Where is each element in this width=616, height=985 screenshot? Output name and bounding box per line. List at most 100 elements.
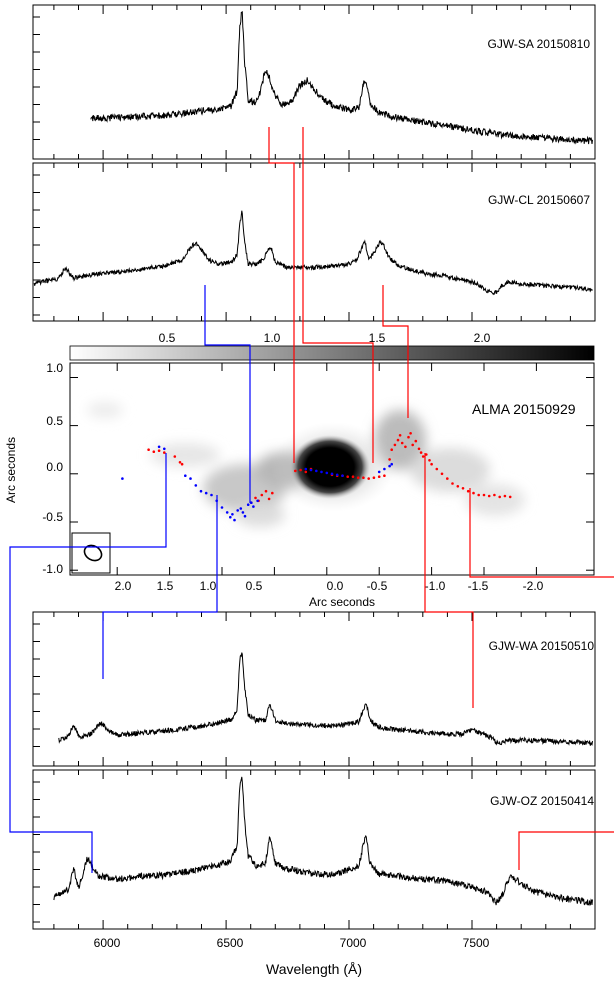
red-maser-point [498, 495, 502, 499]
bright-core [290, 435, 370, 499]
red-maser-point [157, 449, 161, 453]
wavelength-tick-label: 7000 [340, 936, 367, 950]
red-maser-point [400, 441, 404, 445]
connector-lines [9, 127, 614, 873]
red-maser-point [152, 450, 156, 454]
red-maser-point [430, 462, 433, 466]
image-y-tick-label: 1.0 [46, 361, 63, 375]
red-maser-point [503, 494, 507, 498]
image-y-tick-label: -1.0 [42, 562, 63, 576]
panel-frame [32, 769, 596, 930]
red-maser-point [477, 493, 481, 497]
blue-maser-point [335, 473, 339, 477]
red-maser-point [362, 476, 365, 480]
red-maser-point [377, 475, 381, 479]
colorbar-tick-label: 1.0 [264, 331, 281, 345]
panel-ticks [33, 163, 571, 321]
red-maser-point [409, 432, 412, 435]
red-maser-point [435, 467, 439, 471]
image-y-axis-label: Arc seconds [4, 437, 18, 503]
red-maser-point [417, 447, 421, 451]
spectrum-line [33, 210, 593, 296]
red-maser-point [393, 443, 397, 447]
red-maser-point [260, 493, 264, 497]
spectrum-line [90, 11, 593, 145]
image-y-tick-label: 0.5 [46, 414, 63, 428]
red-maser-point [508, 495, 512, 499]
connector-red [518, 831, 614, 870]
red-maser-point [440, 472, 444, 476]
blue-maser-point [256, 499, 259, 503]
image-label: ALMA 20150929 [472, 401, 576, 417]
emission-blob [465, 484, 525, 516]
spectrum-line [53, 776, 593, 907]
red-maser-point [446, 477, 449, 480]
beam-box [71, 532, 111, 574]
blue-maser-point [233, 518, 236, 522]
blue-maser-point [225, 511, 229, 514]
wavelength-axis: 6000 6500 7000 7500 Wavelength (Å) [94, 936, 490, 977]
blue-maser-point [304, 467, 308, 471]
image-x-tick-label: 0.0 [327, 579, 344, 593]
blue-maser-point [189, 477, 192, 480]
wavelength-tick-label: 6500 [217, 936, 244, 950]
colorbar: 0.5 1.0 1.5 2.0 [69, 331, 595, 361]
red-maser-point [419, 451, 423, 454]
spectrum-panel-oz: GJW-OZ 20150414 [32, 769, 596, 930]
red-maser-point [421, 455, 425, 458]
image-x-tick-label: 1.5 [157, 579, 174, 593]
image-ticks [70, 363, 594, 575]
red-maser-point [390, 448, 394, 452]
red-maser-point [346, 475, 350, 479]
emission-blob [150, 443, 220, 467]
red-maser-point [299, 468, 302, 472]
blue-maser-point [309, 468, 313, 472]
red-maser-point [356, 476, 360, 480]
blue-maser-point [325, 471, 329, 475]
blue-maser-point [121, 477, 124, 480]
red-maser-point [163, 451, 166, 454]
red-maser-point [398, 434, 402, 437]
red-maser-point [254, 496, 257, 500]
image-x-tick-label: 0.5 [246, 579, 263, 593]
colorbar-tick-label: 0.5 [159, 331, 176, 345]
blue-maser-point [330, 472, 334, 476]
red-maser-point [294, 469, 297, 473]
blue-maser-point [315, 469, 318, 473]
colorbar-tick-label: 1.5 [369, 331, 386, 345]
connector-blue [204, 285, 251, 503]
wavelength-tick-label: 7500 [463, 936, 490, 950]
red-maser-point [396, 438, 400, 442]
red-maser-point [414, 439, 418, 443]
spectrum-label: GJW-OZ 20150414 [490, 794, 594, 808]
maser-points [121, 432, 512, 522]
red-maser-point [428, 459, 431, 462]
blue-maser-point [204, 491, 208, 495]
colorbar-gradient [69, 345, 595, 361]
red-maser-point [267, 497, 271, 501]
blue-maser-point [210, 493, 213, 497]
connector-red [268, 127, 295, 463]
emission-blob [410, 448, 490, 492]
red-maser-point [178, 461, 182, 464]
image-x-axis-label: Arc seconds [309, 595, 375, 609]
panel-ticks [33, 770, 571, 929]
connector-red [382, 285, 409, 418]
connector-red [469, 488, 614, 578]
blue-maser-point [377, 470, 381, 474]
red-maser-point [425, 453, 428, 456]
connector-blue [102, 495, 218, 679]
red-maser-point [351, 475, 355, 479]
red-maser-point [180, 462, 184, 466]
red-maser-point [173, 455, 177, 458]
spectrum-line [58, 652, 593, 746]
red-maser-point [304, 470, 308, 474]
panel-frame [32, 162, 596, 322]
spectrum-panel-sa: GJW-SA 20150810 [32, 4, 596, 160]
blue-maser-point [246, 503, 250, 507]
red-maser-point [271, 491, 274, 495]
panel-frame [32, 611, 596, 767]
red-maser-point [383, 474, 386, 478]
connector-red [302, 127, 374, 463]
